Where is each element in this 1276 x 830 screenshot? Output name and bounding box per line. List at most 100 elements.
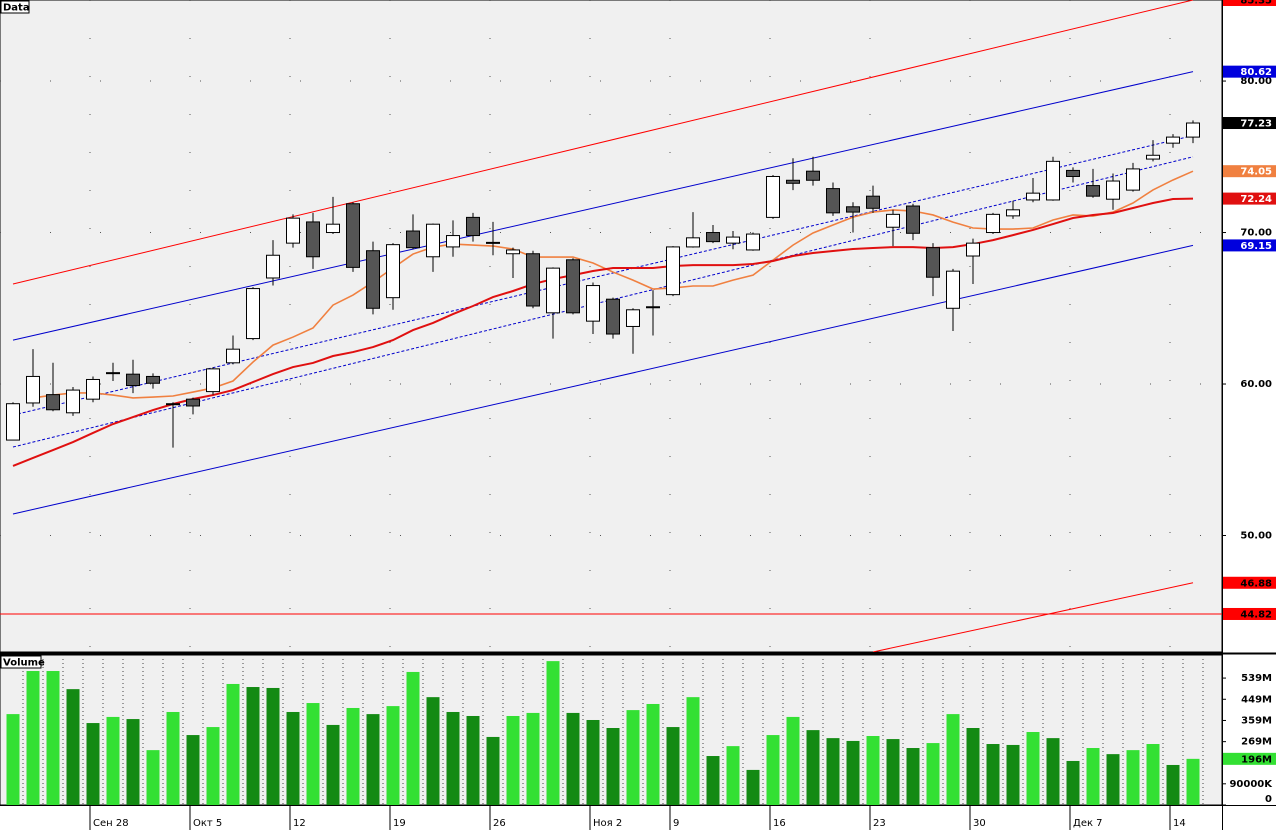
volume-bar — [106, 716, 120, 805]
x-tick-label: 14 — [1173, 818, 1186, 829]
candle-body — [586, 285, 600, 322]
volume-bar — [326, 724, 340, 805]
volume-bar — [1006, 744, 1020, 805]
volume-bar — [1086, 748, 1100, 805]
candle-body — [746, 233, 760, 251]
volume-tick-label: 0 — [1265, 794, 1272, 805]
pane-title-box — [0, 0, 30, 14]
candle-body — [846, 206, 860, 213]
axis-marker — [1223, 117, 1276, 130]
candle-body — [806, 170, 820, 181]
candle-body — [526, 253, 540, 307]
axis-marker — [1223, 607, 1276, 620]
volume-bar — [126, 719, 140, 805]
volume-bar — [926, 743, 940, 805]
volume-bar — [286, 711, 300, 805]
volume-bar — [626, 710, 640, 805]
candle-body — [546, 267, 560, 314]
candle-body — [386, 244, 400, 299]
candle-body — [1026, 192, 1040, 201]
candle-body — [426, 223, 440, 258]
volume-bar — [226, 683, 240, 805]
axis-marker-label: 74.05 — [1240, 167, 1272, 178]
x-tick-label: 16 — [773, 818, 786, 829]
axis-marker-label: 72.24 — [1240, 194, 1272, 205]
volume-bar — [846, 740, 860, 805]
candle-body — [286, 217, 300, 244]
candle-body — [206, 368, 220, 393]
axis-marker-label: 77.23 — [1240, 119, 1272, 130]
axis-marker — [1223, 0, 1276, 6]
volume-title: Volume — [3, 658, 45, 669]
candle-body — [66, 389, 80, 414]
candle-body — [1046, 160, 1060, 201]
candle-body — [1106, 180, 1120, 200]
volume-title-box — [0, 655, 42, 669]
volume-bar — [986, 744, 1000, 805]
volume-bar — [706, 756, 720, 805]
volume-bar — [786, 716, 800, 805]
candle-body — [946, 270, 960, 309]
volume-bar — [906, 748, 920, 805]
axis-marker-label: 85.35 — [1240, 0, 1272, 7]
candle-body — [346, 203, 360, 268]
candle-body — [126, 373, 140, 387]
volume-bar — [306, 703, 320, 805]
volume-bar — [146, 750, 160, 805]
y-tick-label: 70.00 — [1240, 228, 1272, 239]
candle-body — [186, 398, 200, 407]
x-tick-label: Ноя 2 — [593, 818, 622, 829]
volume-bar — [466, 715, 480, 805]
volume-bar — [566, 712, 580, 805]
candle-body — [646, 306, 660, 309]
volume-bar — [826, 738, 840, 805]
volume-bar — [1106, 754, 1120, 805]
y-tick-label: 50.00 — [1240, 531, 1272, 542]
x-tick-label: 30 — [973, 818, 986, 829]
volume-bar — [66, 689, 80, 805]
axis-marker — [1223, 165, 1276, 178]
volume-bar — [1026, 732, 1040, 805]
candle-body — [1146, 154, 1160, 160]
x-tick-label: 26 — [493, 818, 506, 829]
volume-bar — [606, 727, 620, 805]
volume-bar — [546, 661, 560, 805]
candle-body — [866, 195, 880, 209]
volume-bar — [766, 735, 780, 805]
volume-bar — [366, 714, 380, 805]
volume-bar — [346, 707, 360, 805]
x-tick-label: 23 — [873, 818, 886, 829]
x-tick-label: 12 — [293, 818, 306, 829]
volume-bar — [746, 769, 760, 805]
volume-bar — [406, 671, 420, 805]
volume-bar — [526, 712, 540, 805]
ma-line — [12, 197, 1194, 467]
candle-body — [826, 188, 840, 214]
volume-bar — [46, 671, 60, 805]
volume-tick-label: 90000K — [1229, 779, 1273, 790]
volume-bar — [1066, 760, 1080, 805]
candle-body — [366, 250, 380, 309]
axis-marker-label: 80.62 — [1240, 67, 1272, 78]
x-tick-label: 19 — [393, 818, 406, 829]
candle-body — [246, 288, 260, 340]
volume-bar — [386, 706, 400, 805]
volume-bar — [186, 735, 200, 805]
axis-marker — [1223, 192, 1276, 205]
candle-body — [106, 372, 120, 375]
x-tick-label: Дек 7 — [1073, 818, 1103, 829]
candle-body — [606, 298, 620, 335]
candle-body — [486, 241, 500, 244]
volume-tick-label: 449M — [1241, 694, 1272, 705]
x-tick-label: Окт 5 — [193, 818, 222, 829]
candle-body — [6, 403, 20, 441]
candle-body — [406, 230, 420, 249]
channel-line — [12, 156, 1194, 448]
volume-bar — [446, 711, 460, 805]
candle-body — [166, 403, 180, 406]
pane-title: Data — [3, 3, 30, 14]
candle-body — [446, 235, 460, 248]
axis-marker — [1223, 65, 1276, 78]
candle-body — [966, 242, 980, 257]
